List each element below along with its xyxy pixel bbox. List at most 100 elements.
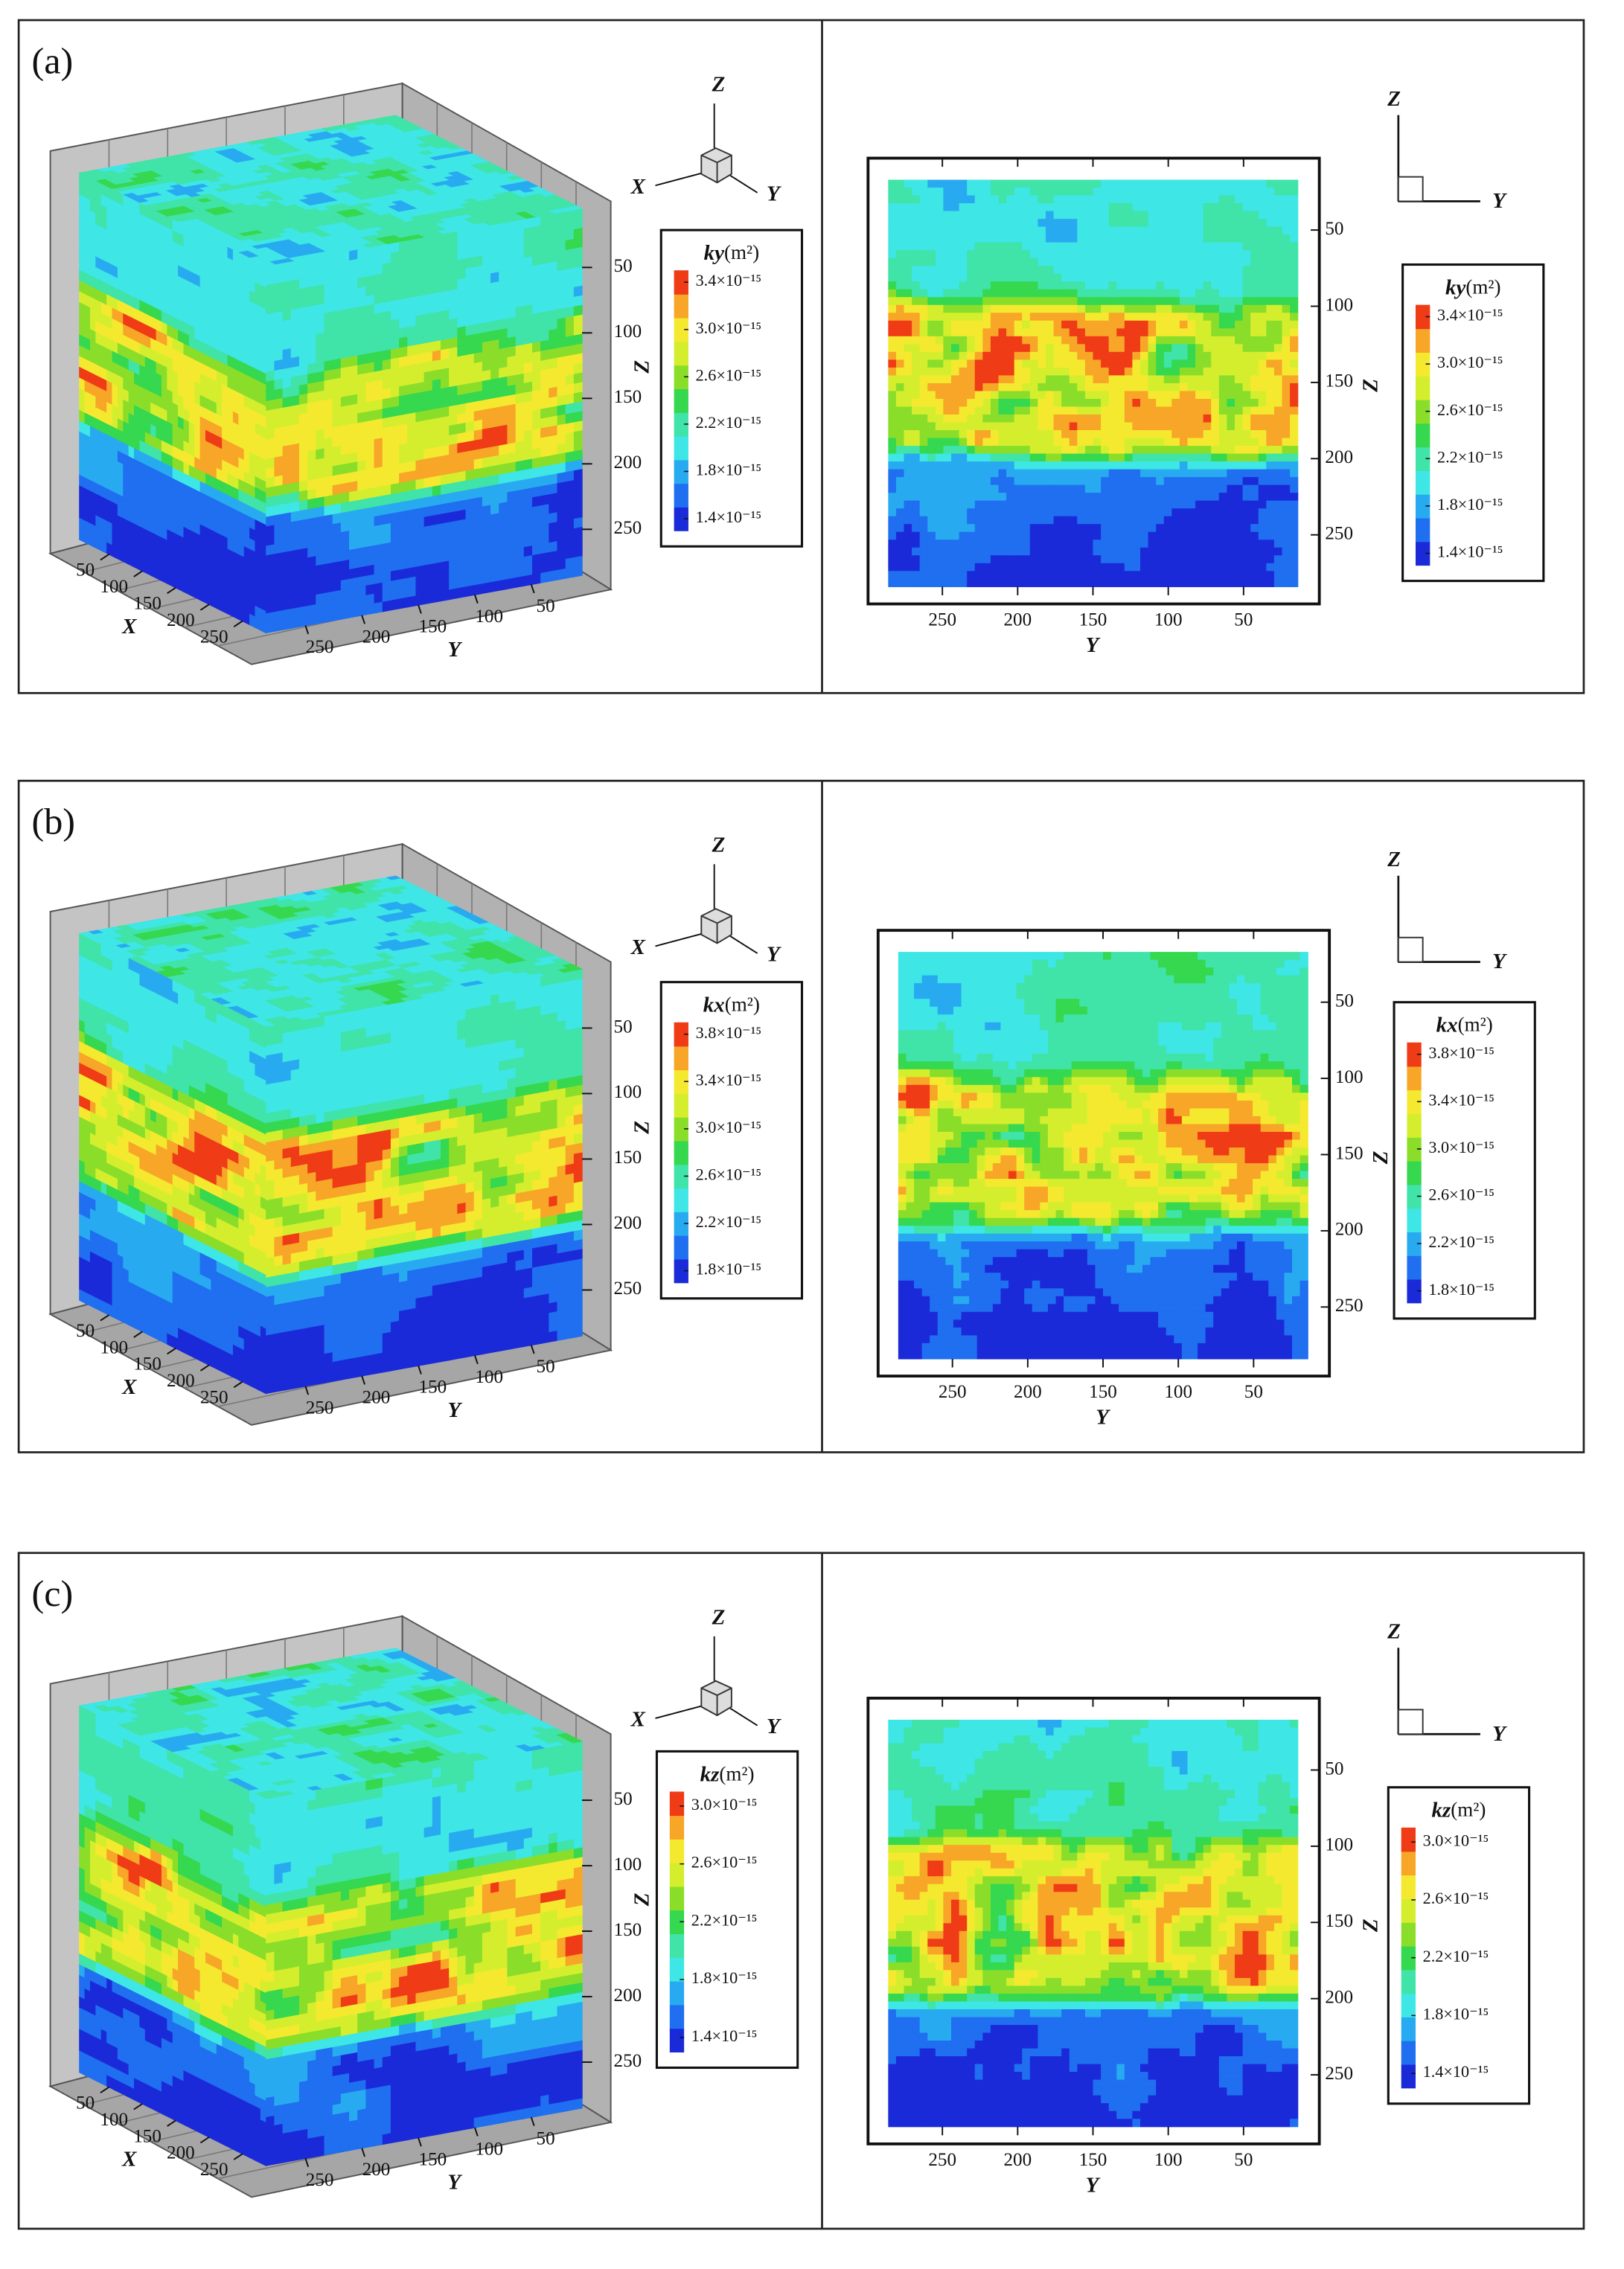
contour-cell	[951, 266, 960, 275]
contour-cell	[935, 547, 944, 556]
contour-cell	[112, 458, 118, 473]
contour-cell	[943, 524, 952, 533]
contour-cell	[1046, 422, 1055, 431]
contour-cell	[935, 406, 944, 415]
contour-cell	[967, 531, 976, 540]
contour-cell	[1006, 555, 1015, 564]
contour-cell	[935, 508, 944, 517]
contour-cell	[100, 420, 107, 435]
contour-cell	[1038, 242, 1046, 251]
contour-cell	[1053, 226, 1062, 235]
contour-cell	[1022, 375, 1031, 384]
contour-cell	[895, 461, 905, 470]
contour-cell	[943, 453, 952, 462]
contour-cell	[1038, 414, 1046, 423]
contour-cell	[974, 414, 983, 423]
contour-cell	[1029, 289, 1039, 298]
contour-cell	[935, 367, 944, 377]
contour-cell	[1046, 578, 1055, 587]
contour-cell	[927, 313, 936, 321]
contour-cell	[79, 356, 86, 371]
contour-cell	[1022, 469, 1031, 478]
contour-cell	[904, 226, 912, 235]
contour-cell	[79, 507, 86, 522]
contour-cell	[1046, 508, 1055, 517]
contour-cell	[1038, 477, 1046, 486]
contour-cell	[95, 321, 102, 336]
contour-cell	[100, 507, 107, 522]
contour-cell	[935, 414, 944, 423]
contour-cell	[974, 313, 983, 321]
contour-cell	[888, 344, 897, 353]
contour-cell	[1053, 578, 1062, 587]
contour-cell	[1006, 516, 1015, 525]
contour-cell	[967, 297, 976, 306]
contour-cell	[1046, 226, 1055, 235]
contour-cell	[888, 446, 897, 455]
contour-cell	[912, 375, 921, 384]
contour-cell	[904, 516, 912, 525]
contour-cell	[919, 203, 928, 212]
contour-cell	[912, 555, 921, 564]
contour-cell	[79, 345, 86, 360]
contour-cell	[1038, 351, 1046, 361]
contour-cell	[266, 621, 275, 633]
contour-cell	[990, 344, 1000, 353]
contour-cell	[1006, 477, 1015, 486]
contour-cell	[974, 469, 983, 478]
contour-cell	[1014, 398, 1023, 408]
contour-cell	[927, 336, 936, 345]
contour-cell	[959, 375, 968, 384]
contour-cell	[919, 484, 928, 493]
contour-cell	[1046, 493, 1055, 502]
contour-cell	[79, 215, 86, 231]
contour-cell	[990, 578, 1000, 587]
contour-cell	[1053, 297, 1062, 306]
contour-cell	[89, 178, 96, 193]
contour-cell	[95, 417, 102, 433]
contour-cell	[990, 179, 1000, 188]
contour-cell	[1022, 516, 1031, 525]
contour-cell	[912, 281, 921, 290]
contour-cell	[982, 469, 991, 478]
contour-cell	[990, 273, 1000, 282]
contour-cell	[919, 226, 928, 235]
contour-cell	[959, 571, 968, 580]
contour-cell	[888, 531, 897, 540]
contour-cell	[1053, 414, 1062, 423]
contour-cell	[967, 469, 976, 478]
contour-cell	[1053, 219, 1062, 228]
contour-cell	[943, 219, 952, 228]
contour-cell	[1046, 351, 1055, 361]
contour-cell	[927, 406, 936, 415]
contour-cell	[112, 469, 118, 484]
contour-cell	[895, 234, 905, 243]
contour-cell	[943, 313, 952, 321]
contour-cell	[943, 406, 952, 415]
contour-cell	[100, 431, 107, 447]
contour-cell	[1006, 336, 1015, 345]
contour-cell	[895, 367, 905, 377]
contour-cell	[1038, 273, 1046, 282]
contour-cell	[935, 203, 944, 212]
contour-cell	[888, 313, 897, 321]
contour-cell	[888, 297, 897, 306]
contour-cell	[888, 188, 897, 196]
contour-cell	[904, 547, 912, 556]
contour-cell	[1022, 188, 1031, 196]
contour-cell	[935, 461, 944, 470]
contour-cell	[943, 211, 952, 220]
contour-cell	[1038, 555, 1046, 564]
contour-cell	[89, 231, 96, 246]
contour-cell	[112, 383, 118, 398]
contour-cell	[1006, 461, 1015, 470]
contour-cell	[1053, 461, 1062, 470]
contour-cell	[1006, 188, 1015, 196]
contour-cell	[935, 571, 944, 580]
contour-cell	[1029, 477, 1039, 486]
contour-cell	[959, 351, 968, 361]
contour-cell	[990, 313, 1000, 321]
contour-cell	[1038, 438, 1046, 447]
contour-cell	[95, 191, 102, 206]
contour-cell	[106, 251, 112, 266]
